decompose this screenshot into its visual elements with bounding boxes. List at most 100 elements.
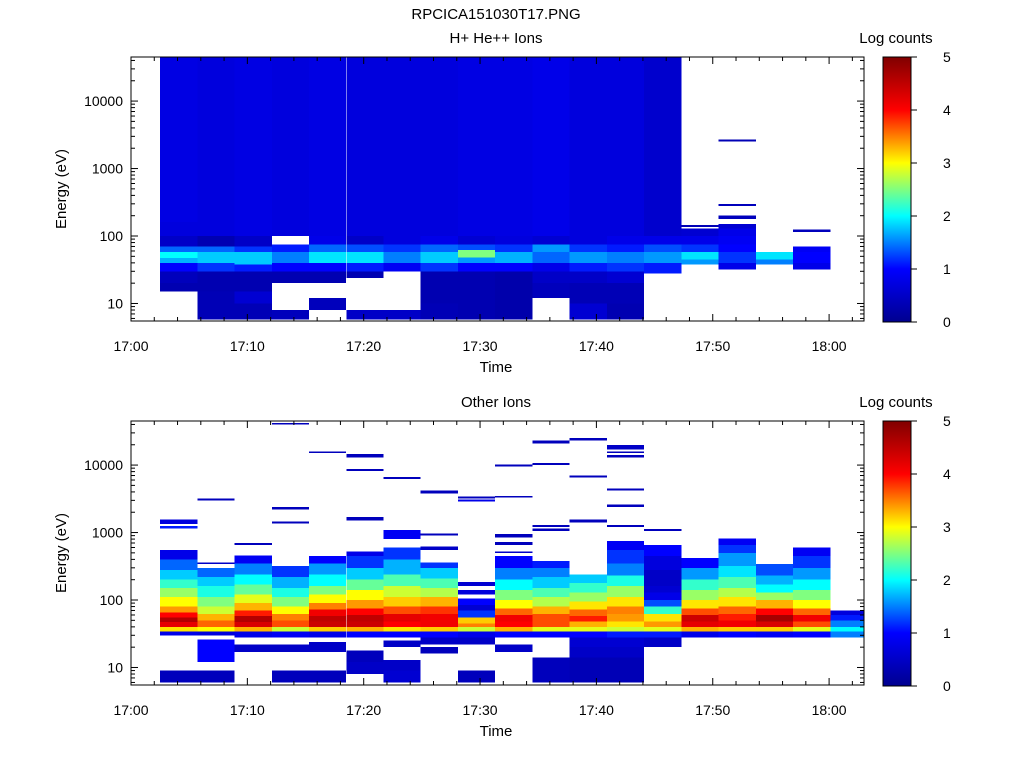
heatmap-cell	[532, 283, 570, 299]
heatmap-cell	[234, 264, 272, 272]
heatmap-cell	[346, 516, 384, 521]
heatmap-cell	[234, 574, 272, 585]
heatmap-cell	[197, 670, 235, 683]
heatmap-cell	[457, 499, 496, 502]
heatmap-cell	[793, 614, 831, 622]
heatmap-cell	[569, 303, 607, 320]
heatmap-cell	[457, 623, 496, 627]
colorbar-tick-label: 3	[943, 155, 951, 171]
heatmap-cell	[160, 246, 198, 252]
heatmap-cell	[681, 621, 719, 627]
heatmap-cell	[197, 606, 235, 615]
heatmap-cell	[346, 631, 384, 638]
heatmap-cell	[569, 592, 607, 602]
heatmap-cell	[532, 597, 570, 607]
heatmap-cell	[830, 631, 864, 638]
heatmap-cell	[160, 559, 198, 570]
heatmap-cell	[383, 621, 421, 627]
heatmap-cell	[606, 504, 645, 507]
heatmap-cell	[383, 244, 421, 252]
heatmap-cell	[309, 563, 347, 575]
heatmap-cell	[383, 262, 421, 272]
heatmap-cell	[457, 257, 496, 263]
heatmap-cell	[309, 621, 347, 627]
top-y-ticks: 10 100 1000 10000	[84, 59, 864, 319]
heatmap-cell	[234, 622, 272, 627]
heatmap-cell	[197, 236, 235, 247]
heatmap-cell	[346, 310, 384, 320]
heatmap-cell	[309, 57, 347, 237]
heatmap-cell	[532, 657, 570, 683]
heatmap-cell	[569, 626, 607, 632]
heatmap-cell	[197, 586, 235, 598]
heatmap-cell	[457, 244, 496, 251]
heatmap-cell	[606, 524, 645, 528]
heatmap-cell	[309, 670, 347, 683]
heatmap-cell	[197, 576, 235, 587]
top-heatmap-cells	[160, 57, 831, 320]
y-tick-label: 10	[107, 295, 123, 311]
heatmap-cell	[309, 626, 347, 632]
heatmap-cell	[160, 236, 198, 247]
heatmap-cell	[271, 271, 310, 284]
heatmap-cell	[420, 647, 458, 654]
heatmap-cell	[718, 538, 756, 546]
heatmap-cell	[606, 303, 645, 320]
heatmap-cell	[718, 588, 756, 598]
heatmap-cell	[383, 559, 421, 575]
heatmap-cell	[532, 236, 570, 245]
heatmap-cell	[569, 657, 607, 683]
heatmap-cell	[606, 251, 645, 263]
heatmap-cell	[718, 262, 756, 270]
x-tick-label: 17:00	[113, 702, 148, 718]
colorbar-tick-label: 0	[943, 314, 951, 330]
heatmap-cell	[681, 225, 719, 228]
colorbar-tick-label: 2	[943, 208, 951, 224]
heatmap-cell	[718, 565, 756, 577]
colorbar-tick-label: 0	[943, 678, 951, 694]
heatmap-cell	[793, 590, 831, 601]
heatmap-cell	[606, 262, 645, 272]
heatmap-cell	[718, 244, 756, 252]
heatmap-cell	[718, 552, 756, 566]
heatmap-cell	[681, 600, 719, 609]
heatmap-cell	[495, 590, 533, 601]
heatmap-cell	[234, 555, 272, 564]
heatmap-cell	[271, 244, 310, 252]
heatmap-cell	[532, 251, 570, 263]
heatmap-cell	[346, 621, 384, 627]
bottom-colorbar-frame	[882, 420, 912, 687]
heatmap-cell	[346, 662, 384, 675]
heatmap-cell	[532, 440, 570, 444]
heatmap-cell	[681, 228, 719, 237]
x-tick-label: 17:40	[579, 338, 614, 354]
heatmap-cell	[644, 236, 682, 245]
heatmap-cell	[234, 631, 272, 638]
x-tick-label: 17:30	[463, 338, 498, 354]
heatmap-cell	[383, 476, 421, 480]
bottom-colorbar-ticks: 0 1 2 3 4 5	[911, 413, 951, 694]
heatmap-cell	[160, 258, 198, 263]
heatmap-cell	[346, 590, 384, 601]
heatmap-cell	[644, 592, 682, 601]
heatmap-cell	[569, 519, 607, 523]
heatmap-cell	[569, 438, 607, 441]
heatmap-cell	[681, 557, 719, 568]
heatmap-cell	[755, 608, 794, 615]
heatmap-cell	[383, 529, 421, 540]
x-tick-label: 17:20	[346, 702, 381, 718]
heatmap-cell	[793, 547, 831, 556]
heatmap-cell	[681, 631, 719, 638]
heatmap-cell	[495, 555, 533, 568]
colorbar-tick-label: 3	[943, 519, 951, 535]
heatmap-cell	[718, 614, 756, 621]
heatmap-cell	[532, 620, 570, 627]
heatmap-cell	[346, 555, 384, 568]
heatmap-cell	[420, 562, 458, 568]
heatmap-cell	[309, 641, 347, 652]
heatmap-cell	[383, 310, 421, 320]
heatmap-cell	[234, 563, 272, 575]
heatmap-cell	[495, 621, 533, 627]
heatmap-cell	[197, 271, 235, 292]
